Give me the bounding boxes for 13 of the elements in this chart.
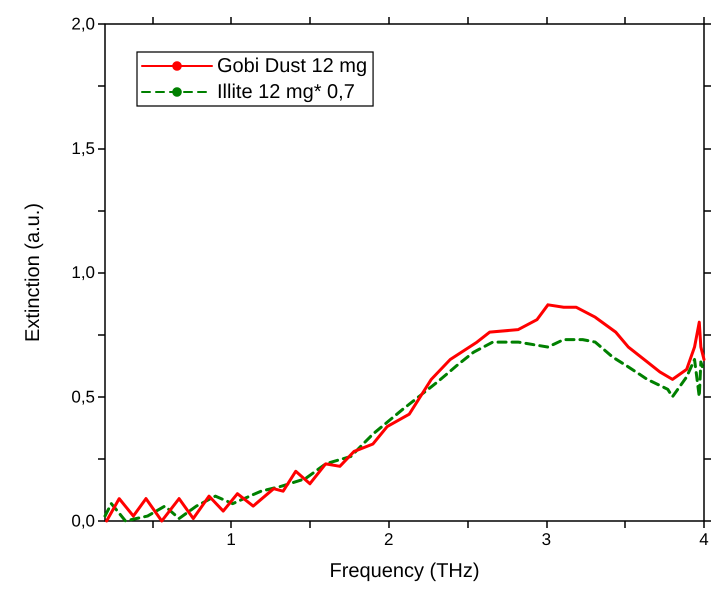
y-axis-title: Extinction (a.u.) [22,203,44,342]
legend-label: Illite 12 mg* 0,7 [217,81,355,103]
y-tick-label: 1,0 [71,263,95,282]
x-tick-label: 3 [542,530,552,549]
x-tick-label: 1 [226,530,236,549]
legend-label: Gobi Dust 12 mg [217,55,368,77]
y-tick-label: 2,0 [71,14,95,34]
y-tick-label: 0,5 [71,387,95,406]
x-axis-title: Frequency (THz) [329,560,480,582]
y-tick-label: 0,0 [71,512,95,530]
x-tick-label: 2 [384,530,394,549]
y-tick-label: 1,5 [71,138,95,158]
x-tick-label: 4 [699,530,709,549]
